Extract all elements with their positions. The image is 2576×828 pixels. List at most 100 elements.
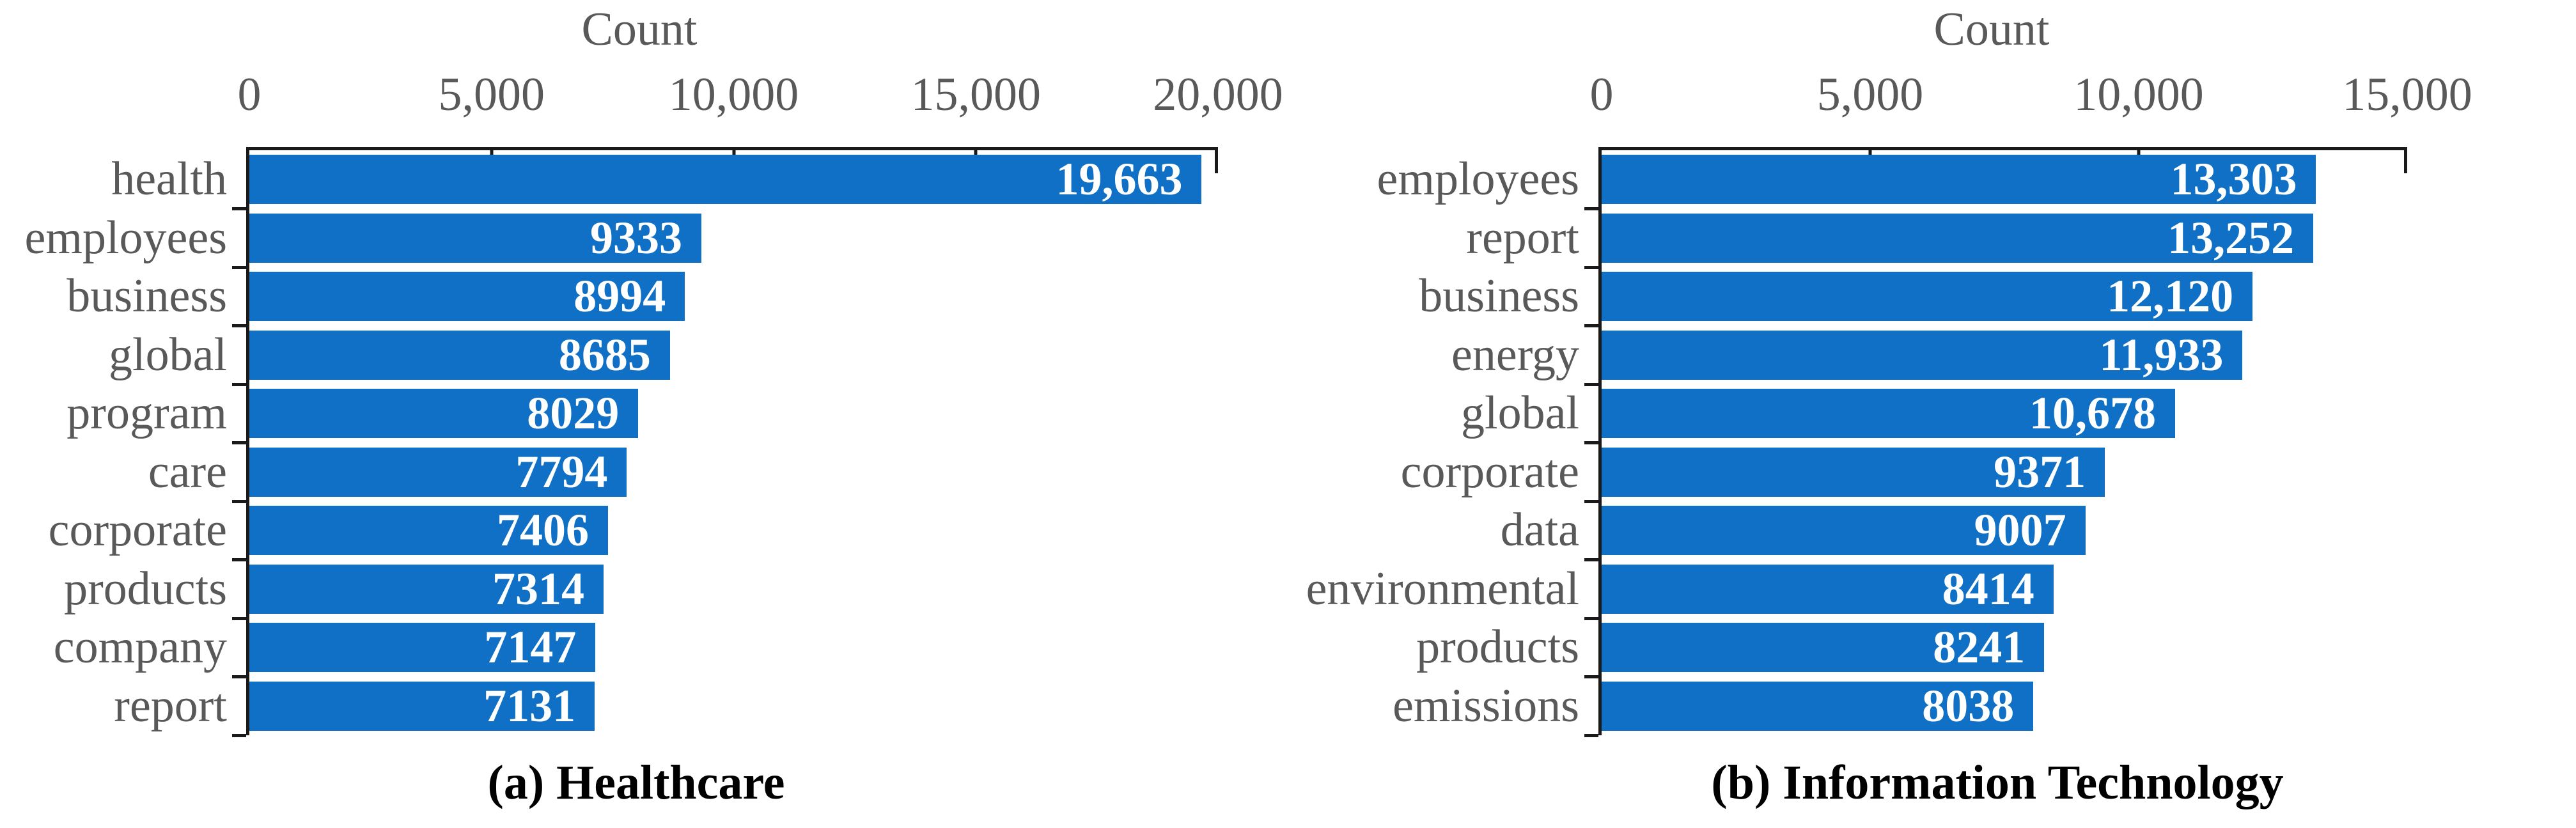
category-label-products: products xyxy=(1416,621,1579,673)
plot-area-healthcare: 19,663 9333 8994 8685 8029 7794 7406 7314 7147 71… xyxy=(232,147,1218,737)
y-tick-mark xyxy=(232,733,246,737)
bar-employees: 13,303 xyxy=(1602,155,2316,204)
category-label-corporate: corporate xyxy=(1400,445,1579,498)
y-tick-mark xyxy=(1584,324,1598,327)
bar-value-label: 8414 xyxy=(1942,563,2034,614)
bar-value-label: 7406 xyxy=(497,504,589,556)
plot-area-information-technology: 13,303 13,252 12,120 11,933 10,678 9371 9007 84… xyxy=(1584,147,2407,737)
category-label-program: program xyxy=(66,387,227,439)
x-tick-label: 10,000 xyxy=(2073,68,2204,121)
category-label-data: data xyxy=(1500,504,1579,556)
bar-corporate: 7406 xyxy=(249,506,608,555)
x-tick-mark xyxy=(2404,150,2407,173)
y-tick-mark xyxy=(232,675,246,678)
bar-value-label: 7794 xyxy=(515,446,608,497)
bar-report: 13,252 xyxy=(1602,212,2314,263)
bar-global: 10,678 xyxy=(1602,389,2175,438)
bar-care: 7794 xyxy=(249,446,627,497)
axis-title-count: Count xyxy=(1933,3,2050,56)
x-tick-label: 5,000 xyxy=(1816,68,1924,121)
category-label-employees: employees xyxy=(24,211,227,264)
category-label-energy: energy xyxy=(1451,328,1579,381)
category-label-report: report xyxy=(1466,211,1579,264)
x-tick-label: 15,000 xyxy=(910,68,1042,121)
y-tick-mark xyxy=(232,616,246,620)
bar-emissions: 8038 xyxy=(1602,680,2034,731)
y-tick-mark xyxy=(1584,265,1598,269)
category-label-business: business xyxy=(66,270,227,322)
bar-business: 8994 xyxy=(249,272,685,321)
bar-employees: 9333 xyxy=(249,212,701,263)
bar-value-label: 10,678 xyxy=(2029,387,2156,439)
bar-value-label: 13,303 xyxy=(2170,153,2297,205)
bar-value-label: 11,933 xyxy=(2099,329,2224,380)
bar-products: 7314 xyxy=(249,563,604,614)
bar-value-label: 7131 xyxy=(483,680,576,731)
bar-value-label: 7314 xyxy=(492,563,585,614)
category-label-corporate: corporate xyxy=(48,504,227,556)
y-tick-mark xyxy=(1584,558,1598,561)
axis-title-count: Count xyxy=(581,3,698,56)
y-tick-mark xyxy=(1584,616,1598,620)
chart-information-technology: Count 13,303 13,252 12,120 11,933 10,678 9371… xyxy=(1288,0,2576,828)
category-label-care: care xyxy=(148,445,227,498)
y-tick-mark xyxy=(232,441,246,444)
category-label-business: business xyxy=(1419,270,1579,322)
y-tick-mark xyxy=(1584,207,1598,210)
category-labels-healthcare: health employees business global program care… xyxy=(0,150,227,735)
category-label-products: products xyxy=(64,562,227,615)
bar-global: 8685 xyxy=(249,329,670,380)
y-tick-mark xyxy=(232,382,246,386)
bar-company: 7147 xyxy=(249,621,596,673)
y-tick-mark xyxy=(232,558,246,561)
category-label-global: global xyxy=(109,328,227,381)
bar-business: 12,120 xyxy=(1602,272,2253,321)
y-tick-mark xyxy=(232,207,246,210)
category-label-report: report xyxy=(114,679,227,732)
bar-value-label: 8038 xyxy=(1922,680,2015,731)
bar-value-label: 8685 xyxy=(558,329,651,380)
caption-healthcare: (a) Healthcare xyxy=(487,756,785,809)
x-tick-label: 20,000 xyxy=(1153,68,1283,121)
bar-value-label: 19,663 xyxy=(1056,153,1183,205)
bar-report: 7131 xyxy=(249,680,595,731)
category-label-health: health xyxy=(111,153,227,205)
category-label-employees: employees xyxy=(1377,153,1579,205)
category-label-environmental: environmental xyxy=(1306,562,1579,615)
bar-value-label: 9371 xyxy=(1994,446,2086,497)
bar-value-label: 8994 xyxy=(574,270,666,322)
bar-value-label: 8029 xyxy=(527,387,620,439)
bar-health: 19,663 xyxy=(249,153,1202,205)
y-tick-mark xyxy=(1584,675,1598,678)
bar-products: 8241 xyxy=(1602,621,2045,673)
bar-value-label: 9007 xyxy=(1974,504,2066,556)
category-label-company: company xyxy=(53,621,227,673)
x-tick-label: 0 xyxy=(237,68,262,121)
bar-value-label: 7147 xyxy=(484,621,577,673)
bar-data: 9007 xyxy=(1602,506,2086,555)
category-labels-information-technology: employees report business energy global corpo… xyxy=(1288,150,1579,735)
bar-value-label: 13,252 xyxy=(2167,212,2295,263)
x-tick-label: 0 xyxy=(1589,68,1614,121)
x-tick-label: 5,000 xyxy=(438,68,545,121)
bar-value-label: 9333 xyxy=(589,212,682,263)
caption-information-technology: (b) Information Technology xyxy=(1711,756,2284,809)
y-tick-mark xyxy=(1584,499,1598,503)
bar-environmental: 8414 xyxy=(1602,563,2054,614)
x-tick-label: 15,000 xyxy=(2342,68,2472,121)
category-label-global: global xyxy=(1461,387,1579,439)
x-tick-mark xyxy=(1215,150,1218,173)
x-tick-label: 10,000 xyxy=(668,68,799,121)
y-tick-mark xyxy=(232,265,246,269)
y-tick-mark xyxy=(1584,733,1598,737)
y-tick-mark xyxy=(232,499,246,503)
bar-value-label: 8241 xyxy=(1933,621,2026,673)
chart-healthcare: Count 19,663 9333 8994 8685 8029 7794 7406 7314… xyxy=(0,3,1283,809)
bar-corporate: 9371 xyxy=(1602,446,2105,497)
bar-energy: 11,933 xyxy=(1602,329,2243,380)
y-tick-mark xyxy=(232,324,246,327)
bar-program: 8029 xyxy=(249,387,639,439)
category-label-emissions: emissions xyxy=(1393,679,1579,732)
y-tick-mark xyxy=(1584,382,1598,386)
